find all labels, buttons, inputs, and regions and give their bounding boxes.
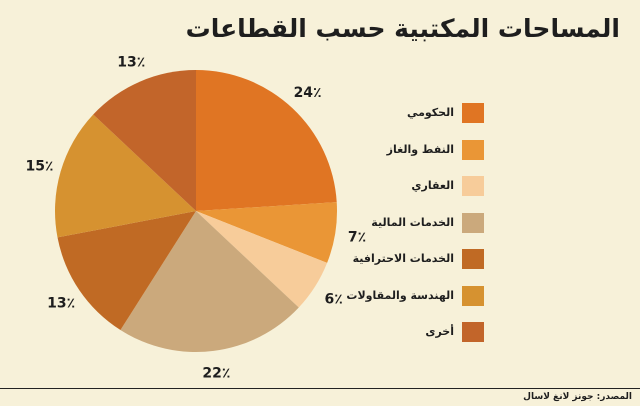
pie-slice	[120, 211, 299, 353]
legend-swatch	[462, 176, 484, 196]
legend-label: أخرى	[425, 325, 454, 338]
pie-slice	[196, 202, 337, 263]
legend-item-professional-services: الخدمات الاحترافية	[276, 246, 484, 283]
slice-value-label: 22٪	[202, 366, 230, 382]
slice-value-label: 13٪	[47, 296, 75, 312]
pie-slice	[196, 211, 328, 308]
pie-slice	[55, 114, 196, 238]
slice-value-label: 7٪	[348, 229, 366, 245]
legend-swatch	[462, 139, 484, 160]
legend-label: الحكومي	[406, 106, 454, 119]
legend-label: العقاري	[411, 179, 454, 192]
pie-slice	[196, 70, 337, 211]
slice-value-label: 13٪	[117, 54, 145, 70]
source-note: المصدر: جونز لانغ لاسال	[523, 392, 632, 402]
legend-item-government: الحكومي	[276, 100, 484, 137]
footer-divider	[0, 388, 640, 389]
legend-swatch	[462, 249, 484, 269]
slice-value-label: 24٪	[294, 85, 322, 101]
pie-slice	[57, 211, 196, 331]
legend-swatch	[462, 103, 484, 123]
legend-item-financial-services: الخدمات المالية	[276, 210, 484, 247]
legend-swatch	[462, 285, 484, 306]
legend-swatch	[462, 322, 484, 342]
legend-item-other: أخرى	[276, 319, 484, 356]
slice-value-label: 6٪	[324, 291, 342, 307]
legend-label: النفط والغاز	[386, 142, 454, 156]
legend-label: الخدمات الاحترافية	[352, 252, 454, 265]
legend-item-engineering-contracting: الهندسة والمقاولات	[276, 283, 484, 320]
legend-label: الخدمات المالية	[371, 215, 454, 229]
slice-value-label: 15٪	[25, 159, 53, 175]
legend: الحكومي النفط والغاز العقاري الخدمات الم…	[276, 100, 484, 356]
legend-item-oil-gas: النفط والغاز	[276, 137, 484, 174]
chart-title: المساحات المكتبية حسب القطاعات	[185, 14, 620, 43]
pie-slice	[93, 70, 196, 211]
legend-label: الهندسة والمقاولات	[346, 288, 454, 302]
legend-item-real-estate: العقاري	[276, 173, 484, 210]
legend-swatch	[462, 212, 484, 233]
